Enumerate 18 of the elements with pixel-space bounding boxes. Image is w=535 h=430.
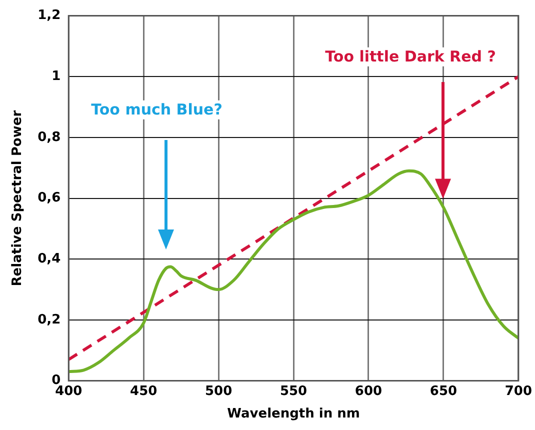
y-tick-label: 0,4 (38, 252, 61, 267)
x-tick-label: 500 (204, 384, 232, 399)
x-tick-label: 550 (280, 384, 308, 399)
x-tick-label: 450 (130, 384, 158, 399)
y-tick-label: 0,6 (38, 190, 61, 206)
x-tick-label: 600 (354, 384, 382, 399)
annotation: Too much Blue? (91, 100, 222, 118)
x-tick-label: 700 (504, 384, 532, 399)
annotation: Too little Dark Red ? (325, 47, 496, 66)
y-tick-label: 1 (52, 69, 61, 84)
line-series (68, 169, 518, 374)
x-tick-label: 400 (55, 384, 82, 399)
x-axis-title: Wavelength in nm (227, 406, 360, 422)
y-axis-title: Relative Spectral Power (10, 110, 26, 286)
y-tick-label: 1,2 (38, 8, 61, 24)
y-tick-label: 0,8 (38, 130, 61, 145)
x-tick-label: 650 (430, 384, 458, 399)
y-tick-label: 0,2 (38, 312, 61, 328)
